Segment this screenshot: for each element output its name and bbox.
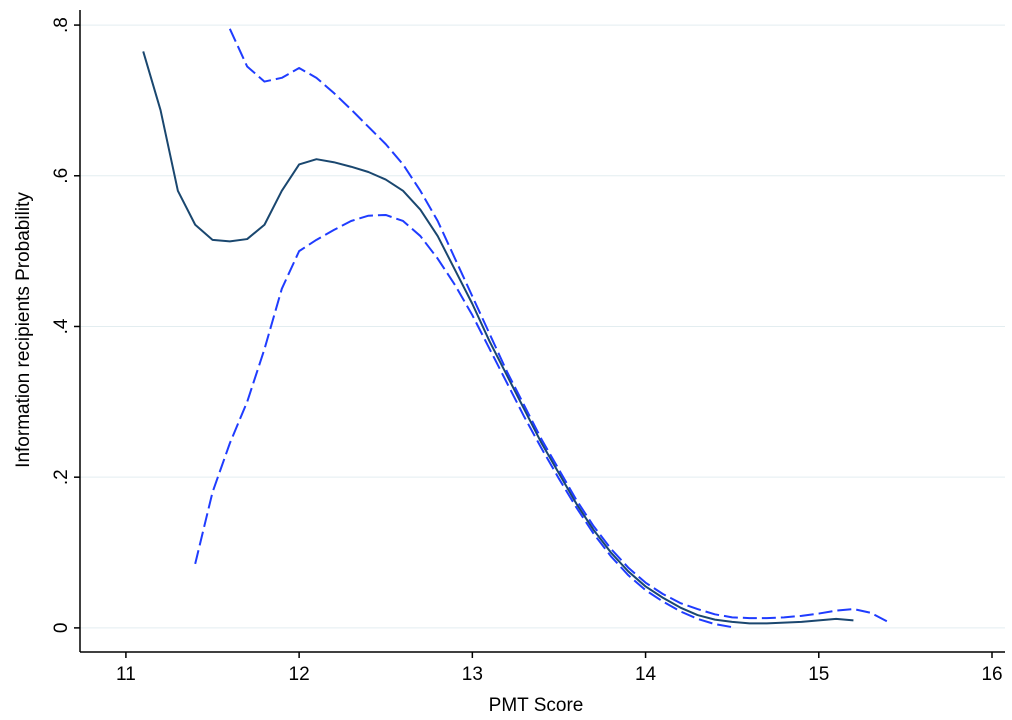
y-tick-label: .2 [51,469,72,485]
x-tick-label: 14 [635,664,657,685]
y-tick-label: .4 [51,318,72,334]
y-tick-label: .8 [51,17,72,33]
x-tick-label: 12 [289,664,310,685]
y-tick-label: .6 [51,168,72,184]
y-tick-label: 0 [51,623,72,634]
line-series [228,28,889,623]
x-tick-label: 16 [981,664,1002,685]
line-series [142,51,854,625]
x-tick-label: 11 [116,664,136,685]
y-axis-title: Information recipients Probability [13,192,34,468]
x-axis-title: PMT Score [489,695,584,716]
x-tick-label: 13 [462,664,483,685]
x-tick-label: 15 [808,664,829,685]
line-series [194,213,733,629]
